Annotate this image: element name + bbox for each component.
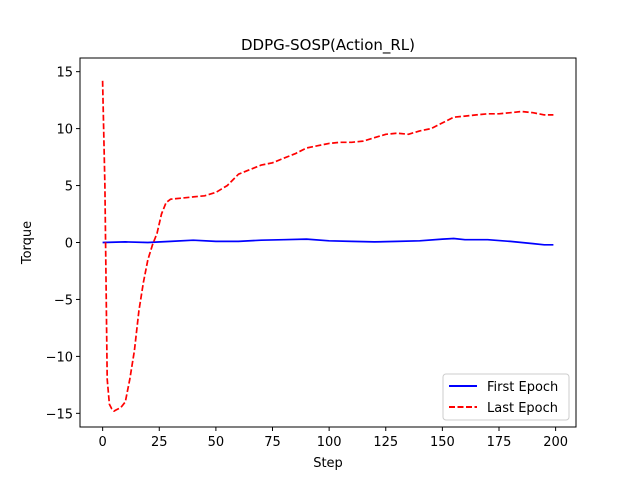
chart-title: DDPG-SOSP(Action_RL) — [241, 36, 415, 55]
x-tick-label: 125 — [373, 435, 398, 450]
x-tick-label: 150 — [430, 435, 455, 450]
legend: First Epoch Last Epoch — [442, 373, 570, 421]
x-tick-label: 100 — [317, 435, 342, 450]
y-tick-label: −5 — [54, 293, 73, 308]
y-tick-label: 10 — [56, 123, 73, 138]
x-tick-label: 50 — [208, 435, 225, 450]
series-layer — [101, 80, 554, 412]
y-axis-label: Torque — [20, 221, 35, 265]
y-tick-label: 0 — [65, 237, 73, 252]
x-tick-label: 200 — [543, 435, 568, 450]
x-tick-label: 75 — [264, 435, 281, 450]
plot-frame — [79, 57, 577, 428]
y-tick-label: −15 — [46, 407, 73, 422]
series-line-last-epoch — [101, 80, 554, 412]
y-tick-label: 15 — [56, 66, 73, 81]
y-tick-label: 5 — [65, 180, 73, 195]
legend-label-first-epoch: First Epoch — [487, 380, 558, 395]
series-line-first-epoch — [102, 237, 554, 246]
axis-ticks: 0 25 50 75 100 125 150 175 200 −15 −10 −5 0 5 10 15 — [46, 66, 568, 450]
y-tick-label: −10 — [46, 350, 73, 365]
x-tick-label: 0 — [99, 435, 107, 450]
x-tick-label: 25 — [151, 435, 168, 450]
x-tick-label: 175 — [487, 435, 512, 450]
x-axis-label: Step — [313, 456, 343, 471]
legend-label-last-epoch: Last Epoch — [487, 401, 558, 416]
